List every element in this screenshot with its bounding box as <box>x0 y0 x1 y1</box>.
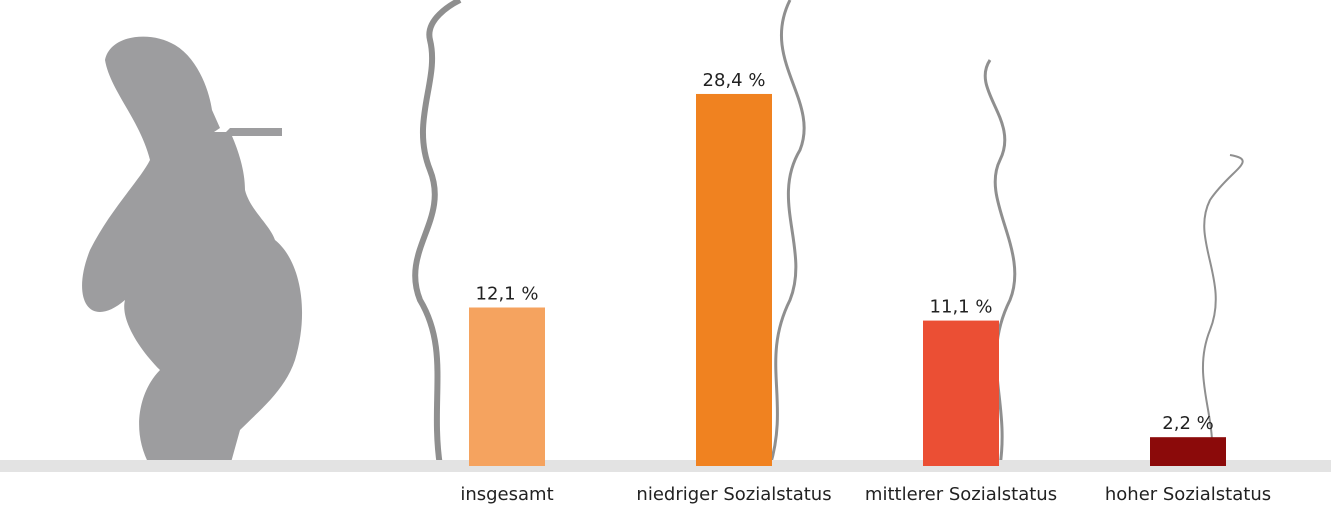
bar <box>469 307 545 466</box>
value-label: 11,1 % <box>930 297 993 318</box>
category-label: hoher Sozialstatus <box>1105 484 1271 505</box>
bar <box>696 93 772 467</box>
smoke <box>1202 154 1244 467</box>
value-label: 12,1 % <box>476 283 539 304</box>
bar <box>1150 437 1226 466</box>
baseline <box>0 460 1331 472</box>
category-label: insgesamt <box>460 484 553 505</box>
value-label: 28,4 % <box>703 70 766 91</box>
smoke <box>412 0 462 467</box>
silhouette <box>82 36 303 466</box>
decoration <box>0 0 1331 472</box>
category-label: mittlerer Sozialstatus <box>865 484 1057 505</box>
value-label: 2,2 % <box>1162 413 1213 434</box>
category-label: niedriger Sozialstatus <box>636 484 831 505</box>
smoke <box>768 0 806 467</box>
bar <box>923 320 999 466</box>
